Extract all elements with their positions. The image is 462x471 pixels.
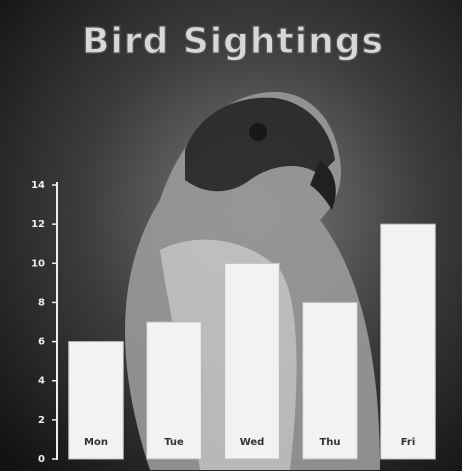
bar [68,341,124,460]
x-tick-label: Wed [240,437,265,448]
bar [146,321,202,460]
y-tick-label: 10 [31,258,45,269]
y-tick-label: 14 [31,180,45,191]
x-tick-label: Fri [401,437,416,448]
y-tick-label: 2 [38,415,45,426]
bar [380,223,436,460]
y-tick-label: 4 [38,376,45,387]
bar [302,301,358,460]
y-tick-label: 8 [38,297,45,308]
bar [224,262,280,460]
y-tick-label: 6 [38,337,45,348]
x-tick-label: Thu [319,437,340,448]
chart-title: Bird Sightings [82,21,384,62]
x-tick-label: Tue [164,437,184,448]
x-tick-label: Mon [84,437,108,448]
y-tick-label: 0 [38,454,45,465]
y-tick-label: 12 [31,219,45,230]
